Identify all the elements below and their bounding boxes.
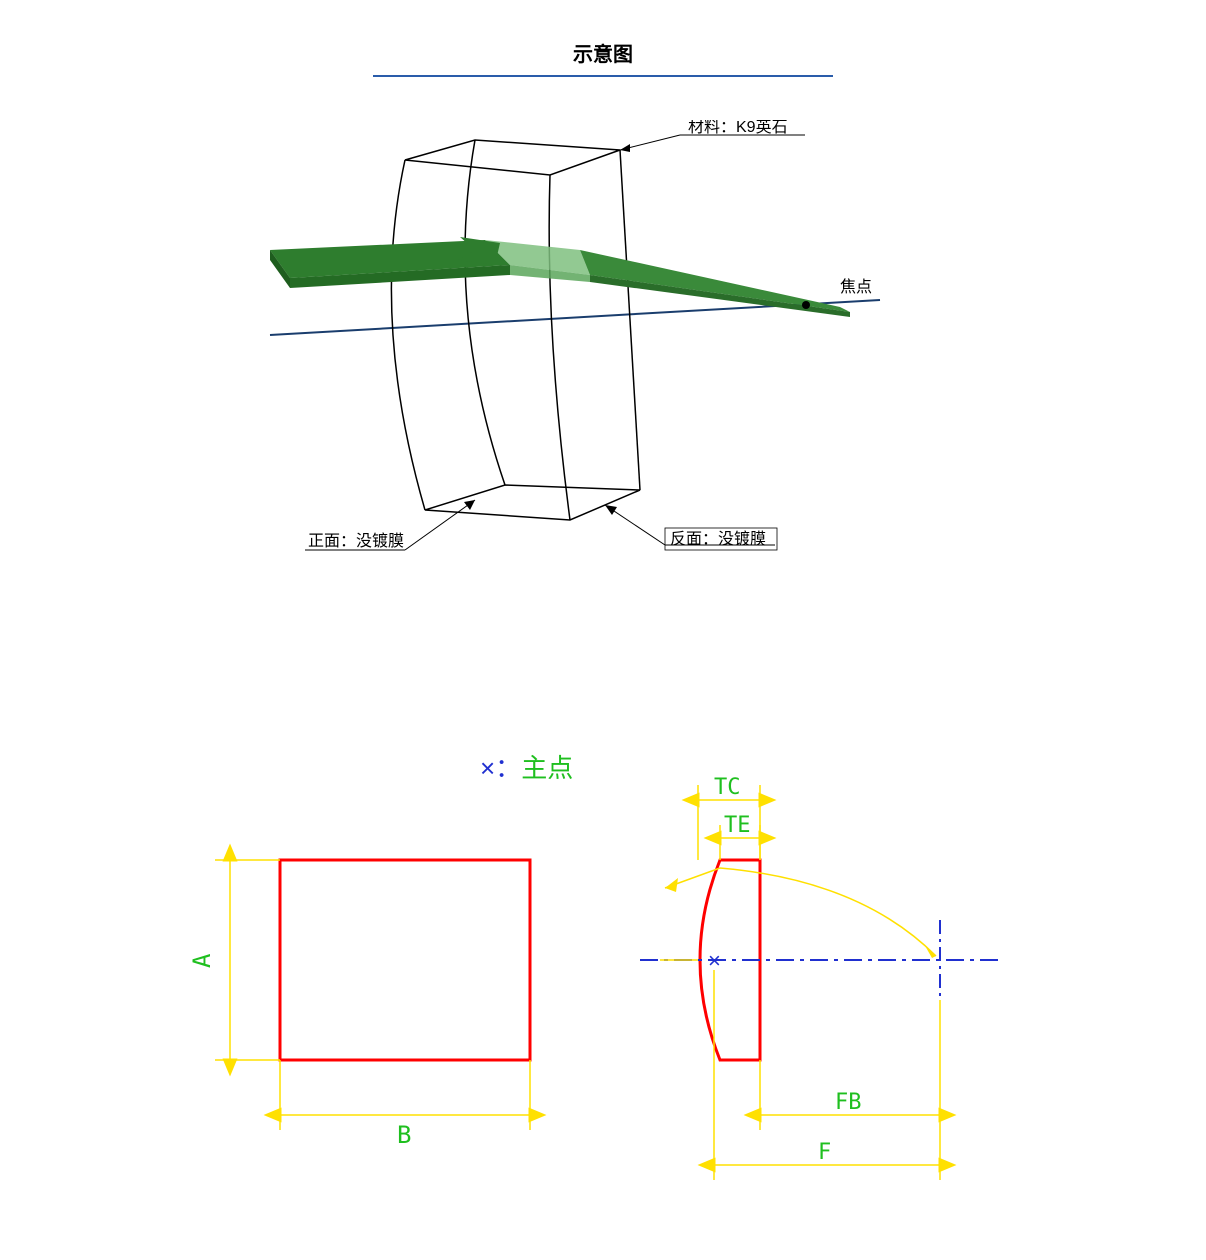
focal-point [802,301,810,309]
ray-curve [720,868,936,956]
svg-text:材料：K9英石: 材料：K9英石 [688,120,788,136]
light-beam [270,237,850,317]
principal-point-mark: × [708,948,721,973]
material-callout: 材料：K9英石 [620,120,805,152]
engineering-drawing: A B × TC TE FB [100,720,1100,1240]
front-view-rect [280,860,530,1060]
dim-TE-label: TE [724,813,751,838]
lens-wireframe [391,140,640,520]
dim-B [280,1060,530,1130]
back-callout: 反面：没镀膜 [605,505,777,550]
ray-arrowhead [924,944,936,958]
dim-F-label: F [818,1140,831,1165]
page-title: 示意图 [0,38,1206,67]
dim-TC-label: TC [714,775,741,800]
isometric-diagram: 焦点 材料：K9英石 正面：没镀膜 反面：没镀膜 [250,120,970,600]
dim-A-label: A [188,953,216,968]
dim-A [215,860,280,1060]
focus-label: 焦点 [840,278,872,296]
dim-FB-label: FB [835,1090,862,1115]
svg-text:反面：没镀膜: 反面：没镀膜 [670,530,766,548]
dim-B-label: B [397,1121,411,1149]
title-underline [373,75,833,77]
ray-start-arrow [665,878,678,892]
front-callout: 正面：没镀膜 [305,500,475,550]
title-block: 示意图 [0,38,1206,77]
svg-text:正面：没镀膜: 正面：没镀膜 [308,532,404,550]
